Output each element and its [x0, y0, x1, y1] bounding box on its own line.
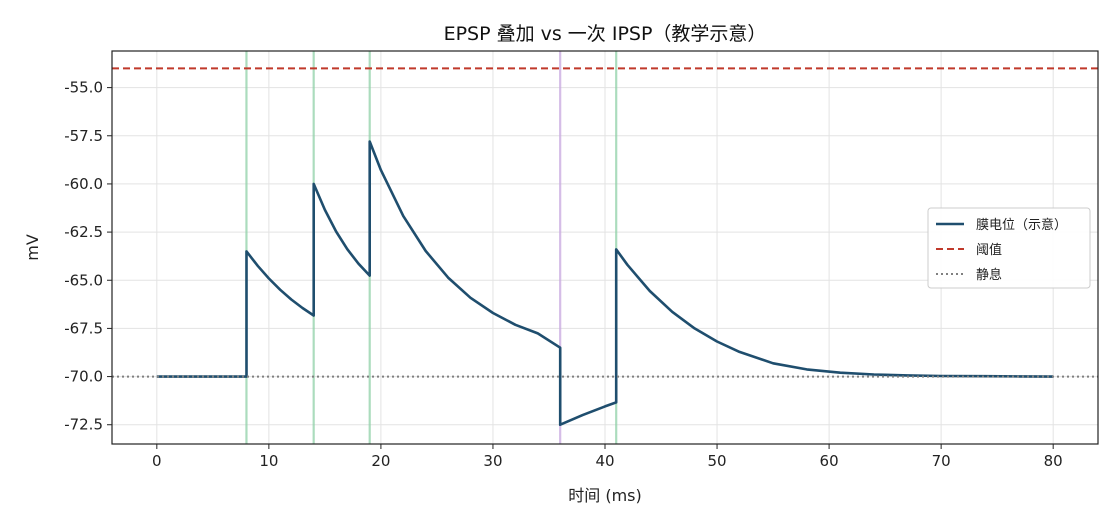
y-tick-label: -65.0 — [64, 271, 103, 289]
legend-box — [927, 207, 1091, 289]
x-tick-label: 60 — [820, 452, 839, 470]
x-tick-label: 30 — [483, 452, 502, 470]
y-tick-label: -55.0 — [64, 79, 103, 97]
x-tick-label: 40 — [595, 452, 614, 470]
x-tick-label: 0 — [152, 452, 162, 470]
y-axis-title: mV — [23, 234, 42, 261]
y-tick-label: -62.5 — [64, 223, 103, 241]
legend-label: 阈值 — [976, 242, 1002, 258]
x-tick-label: 50 — [707, 452, 726, 470]
y-tick-label: -67.5 — [64, 319, 103, 337]
legend-label: 静息 — [976, 267, 1002, 283]
x-tick-label: 10 — [259, 452, 278, 470]
legend-label: 膜电位（示意） — [976, 217, 1067, 233]
chart-title: EPSP 叠加 vs 一次 IPSP（教学示意） — [444, 23, 767, 45]
y-tick-label: -57.5 — [64, 127, 103, 145]
y-tick-label: -60.0 — [64, 175, 103, 193]
membrane-potential-line — [156, 140, 1054, 427]
series-layer — [112, 67, 1098, 427]
x-tick-label: 80 — [1044, 452, 1063, 470]
x-axis-title: 时间 (ms) — [568, 486, 642, 505]
y-tick-label: -70.0 — [64, 368, 103, 386]
tick-layer: 0 10 20 30 40 50 60 70 80 -55.0 -57.5 -60.0 -62.5 -65… — [64, 79, 1063, 470]
x-tick-label: 70 — [932, 452, 951, 470]
x-tick-label: 20 — [371, 452, 390, 470]
y-tick-label: -72.5 — [64, 416, 103, 434]
